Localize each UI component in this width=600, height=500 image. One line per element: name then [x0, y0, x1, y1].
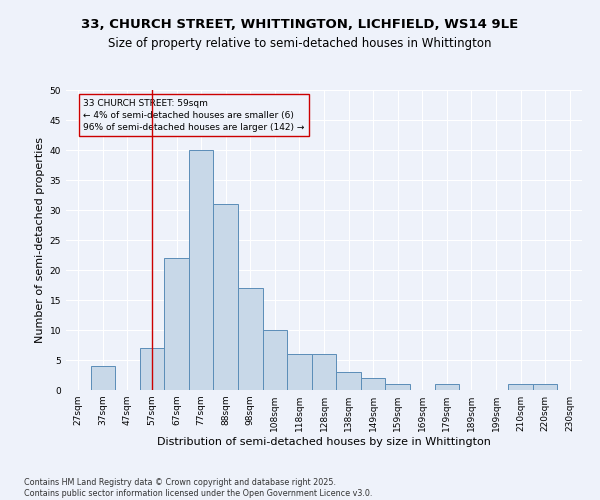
Bar: [287, 354, 312, 390]
Bar: [238, 288, 263, 390]
Y-axis label: Number of semi-detached properties: Number of semi-detached properties: [35, 137, 46, 343]
Bar: [164, 258, 189, 390]
Bar: [140, 348, 164, 390]
Text: 33 CHURCH STREET: 59sqm
← 4% of semi-detached houses are smaller (6)
96% of semi: 33 CHURCH STREET: 59sqm ← 4% of semi-det…: [83, 99, 305, 132]
Bar: [91, 366, 115, 390]
Bar: [189, 150, 214, 390]
Bar: [434, 384, 459, 390]
Text: 33, CHURCH STREET, WHITTINGTON, LICHFIELD, WS14 9LE: 33, CHURCH STREET, WHITTINGTON, LICHFIEL…: [82, 18, 518, 30]
Bar: [312, 354, 336, 390]
Bar: [361, 378, 385, 390]
Text: Size of property relative to semi-detached houses in Whittington: Size of property relative to semi-detach…: [108, 38, 492, 51]
X-axis label: Distribution of semi-detached houses by size in Whittington: Distribution of semi-detached houses by …: [157, 437, 491, 447]
Bar: [263, 330, 287, 390]
Bar: [533, 384, 557, 390]
Bar: [214, 204, 238, 390]
Bar: [336, 372, 361, 390]
Bar: [508, 384, 533, 390]
Text: Contains HM Land Registry data © Crown copyright and database right 2025.
Contai: Contains HM Land Registry data © Crown c…: [24, 478, 373, 498]
Bar: [385, 384, 410, 390]
